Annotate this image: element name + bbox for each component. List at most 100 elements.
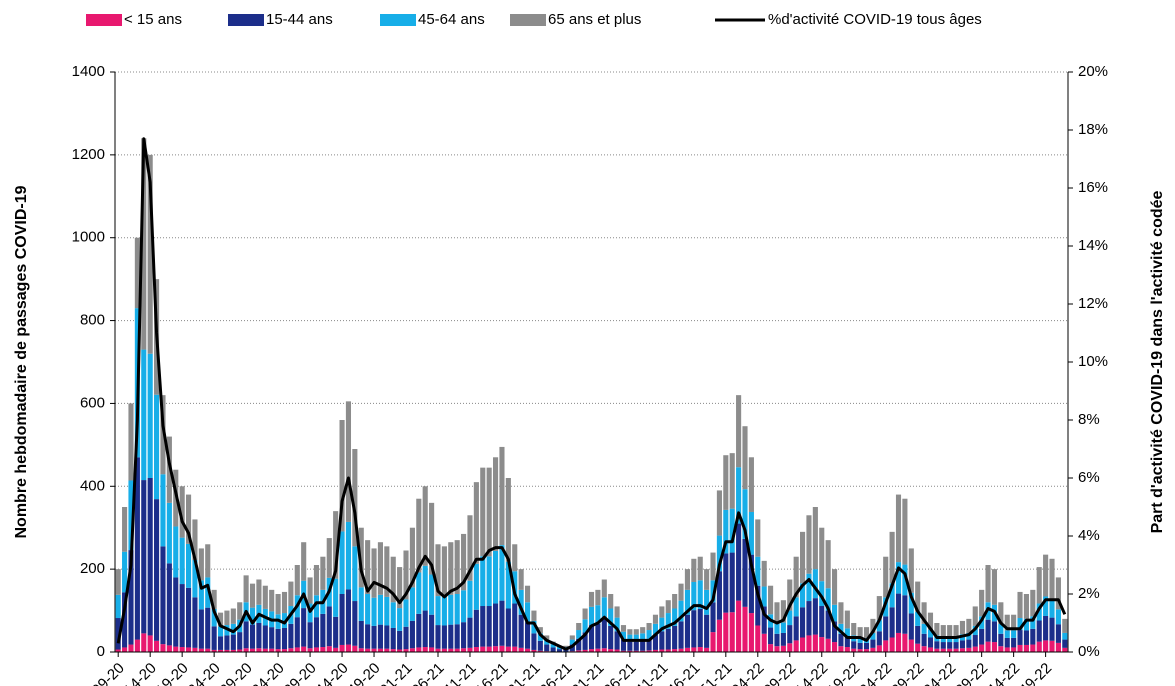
- bar-segment: [742, 606, 748, 652]
- bar-segment: [160, 644, 166, 652]
- bar-segment: [205, 544, 211, 578]
- bar-segment: [179, 647, 185, 652]
- bar-segment: [659, 649, 665, 652]
- bar-segment: [710, 552, 716, 581]
- bar-segment: [217, 636, 224, 650]
- bar-segment: [883, 640, 889, 652]
- bar-segment: [908, 592, 914, 614]
- y2-tick-label: 10%: [1078, 353, 1108, 370]
- bar-segment: [294, 617, 300, 648]
- bar-segment: [128, 480, 134, 551]
- bar-segment: [716, 535, 722, 572]
- bar-segment: [237, 602, 243, 620]
- bar-segment: [665, 628, 671, 650]
- bar-segment: [863, 649, 870, 652]
- bar-segment: [729, 453, 735, 509]
- bar-segment: [179, 584, 185, 648]
- bar-segment: [819, 527, 825, 582]
- bar-segment: [998, 646, 1004, 652]
- bar-segment: [601, 619, 607, 649]
- bar-segment: [473, 609, 479, 648]
- bar-segment: [652, 635, 659, 650]
- bar-segment: [205, 607, 211, 649]
- bar-segment: [812, 569, 818, 599]
- bar-segment: [243, 621, 249, 649]
- bar-segment: [742, 426, 748, 490]
- bar-segment: [895, 632, 902, 652]
- bar-segment: [403, 649, 409, 652]
- bar-segment: [723, 509, 729, 554]
- bar-segment: [198, 648, 204, 652]
- bar-segment: [288, 581, 294, 607]
- bar-segment: [761, 606, 767, 634]
- bar-segment: [422, 486, 428, 566]
- bar-segment: [742, 489, 748, 539]
- bar-segment: [249, 648, 256, 652]
- bar-segment: [569, 635, 575, 640]
- y-tick-label: 800: [80, 312, 105, 329]
- bar-segment: [889, 531, 895, 584]
- bar-segment: [998, 602, 1004, 624]
- bar-segment: [857, 637, 863, 643]
- bar-segment: [448, 542, 454, 595]
- bar-segment: [499, 600, 505, 646]
- bar-segment: [672, 649, 678, 652]
- bar-segment: [1043, 640, 1049, 652]
- bar-segment: [275, 628, 281, 650]
- bar-segment: [608, 649, 614, 652]
- bar-segment: [998, 623, 1004, 634]
- bar-segment: [384, 596, 390, 626]
- bar-segment: [301, 542, 307, 581]
- bar-segment: [185, 647, 192, 652]
- bar-segment: [582, 619, 588, 633]
- bar-segment: [333, 578, 339, 617]
- bar-segment: [1004, 630, 1010, 638]
- bar-segment: [307, 648, 313, 652]
- bar-segment: [652, 649, 659, 652]
- bar-segment: [320, 556, 326, 590]
- bar-segment: [435, 625, 441, 649]
- bar-segment: [275, 649, 281, 652]
- bar-segment: [128, 644, 134, 652]
- bar-segment: [217, 626, 224, 637]
- y-tick-label: 200: [80, 560, 105, 577]
- bar-segment: [889, 607, 895, 638]
- y2-tick-label: 8%: [1078, 411, 1100, 428]
- bar-segment: [940, 636, 946, 643]
- bar-segment: [755, 625, 761, 652]
- bar-segment: [1030, 616, 1036, 629]
- bar-segment: [358, 648, 364, 652]
- bar-segment: [550, 647, 556, 652]
- bar-segment: [377, 624, 383, 649]
- bar-segment: [122, 592, 128, 648]
- bar-segment: [499, 545, 505, 601]
- bar-segment: [448, 624, 454, 649]
- bar-segment: [211, 626, 217, 650]
- bar-segment: [927, 637, 934, 648]
- bar-segment: [512, 544, 518, 572]
- bar-segment: [147, 478, 153, 636]
- y-tick-label: 0: [97, 643, 105, 660]
- bar-segment: [154, 394, 160, 500]
- bar-segment: [819, 637, 825, 652]
- bar-segment: [499, 446, 505, 546]
- bar-segment: [844, 628, 850, 637]
- bar-segment: [275, 594, 281, 615]
- bar-segment: [1023, 644, 1029, 652]
- bar-segment: [243, 575, 249, 603]
- bar-segment: [422, 647, 428, 652]
- bar-segment: [1036, 620, 1042, 642]
- bar-segment: [774, 646, 780, 652]
- bar-segment: [115, 594, 121, 619]
- bar-segment: [863, 627, 870, 638]
- bar-segment: [863, 642, 870, 650]
- bar-segment: [787, 643, 793, 652]
- bar-segment: [633, 634, 639, 642]
- bar-segment: [704, 589, 710, 615]
- bar-segment: [454, 594, 460, 625]
- bar-segment: [461, 648, 467, 652]
- bar-segment: [301, 608, 307, 647]
- bar-segment: [128, 550, 134, 645]
- bar-segment: [1023, 594, 1029, 619]
- legend-swatch: [380, 14, 416, 26]
